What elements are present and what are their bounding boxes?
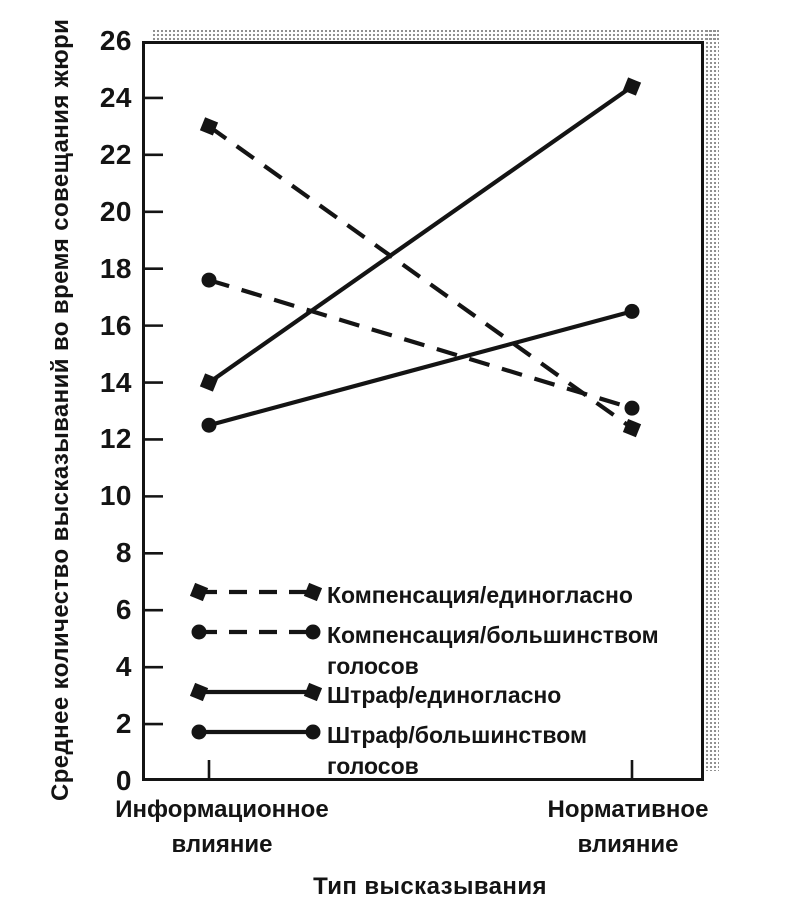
y-tick-label-2: 2 — [115, 708, 132, 740]
series-0-marker-1 — [622, 418, 642, 438]
y-tick-label-4: 4 — [115, 651, 132, 683]
plot-shadow-top — [152, 29, 718, 42]
series-2-marker-1 — [622, 77, 642, 96]
x-category-informational-influence: Информационное влияние — [115, 796, 329, 858]
series-line-1 — [208, 278, 633, 411]
x-category-normative-influence: Нормативное влияние — [547, 796, 709, 858]
series-1-marker-1 — [624, 400, 640, 416]
y-tick-label-24: 24 — [99, 81, 132, 113]
series-0-marker-0 — [199, 117, 219, 136]
series-3-marker-1 — [624, 303, 640, 319]
series-2-marker-0 — [199, 373, 219, 392]
y-tick-label-16: 16 — [99, 309, 132, 341]
y-tick-label-8: 8 — [115, 537, 132, 569]
series-1-marker-0 — [201, 272, 217, 288]
y-tick-label-12: 12 — [99, 423, 132, 455]
x-axis-title: Тип высказывания — [313, 873, 547, 900]
series-line-0 — [207, 124, 634, 430]
series-line-3 — [208, 309, 633, 428]
y-axis-title: Среднее количество высказываний во время… — [47, 18, 74, 801]
y-tick-label-0: 0 — [115, 765, 132, 796]
y-tick-label-22: 22 — [99, 138, 132, 170]
y-tick-label-14: 14 — [99, 366, 132, 398]
y-tick-label-6: 6 — [115, 594, 132, 626]
series-line-2 — [207, 84, 634, 385]
plot-shadow-right — [705, 29, 719, 771]
y-tick-label-18: 18 — [99, 252, 132, 284]
y-tick-label-20: 20 — [99, 195, 132, 227]
series-3-marker-0 — [201, 417, 217, 433]
y-tick-label-26: 26 — [99, 25, 132, 56]
y-tick-label-10: 10 — [99, 480, 132, 512]
